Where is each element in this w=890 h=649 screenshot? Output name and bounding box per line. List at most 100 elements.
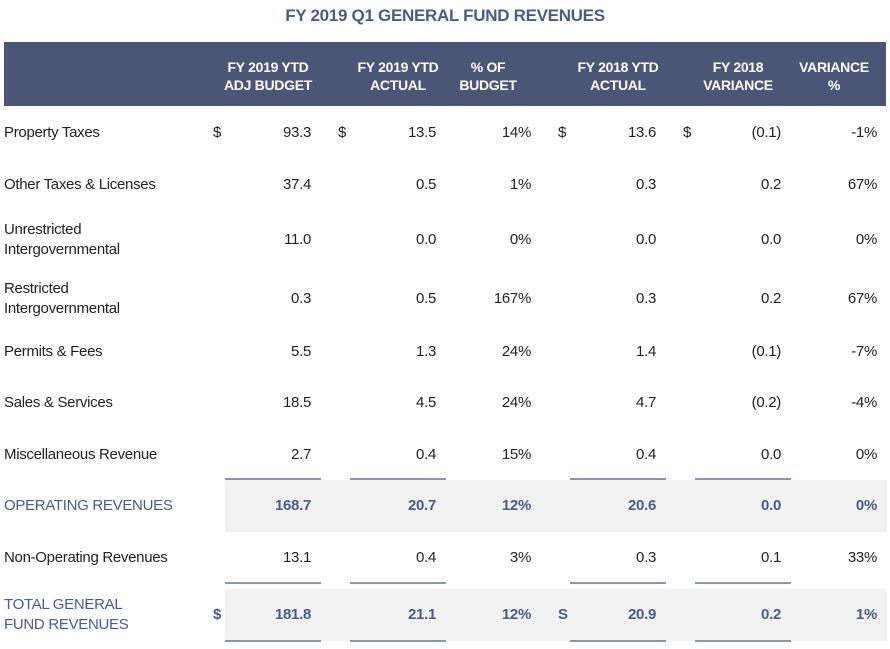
column-header: ACTUAL [590,77,646,93]
cell-value: (0.2) [751,394,782,411]
cell-value: 24% [501,343,531,360]
subtotal-rule [225,582,321,584]
row-label: Sales & Services [4,394,113,411]
cell-value: 0.4 [416,446,436,463]
column-header: FY 2018 YTD [577,59,659,75]
cell-value: 12% [501,497,531,514]
cell-value: 21.1 [408,606,436,623]
row-label: Unrestricted [4,221,82,238]
cell-value: (0.1) [751,124,782,141]
cell-value: (0.1) [751,343,782,360]
row-label: Intergovernmental [4,300,120,317]
subtotal-rule [695,640,791,642]
column-header: FY 2019 YTD [227,59,309,75]
cell-value: 167% [493,290,531,307]
column-header: VARIANCE [799,59,869,75]
cell-value: 0.4 [416,549,436,566]
cell-value: 0% [509,231,531,248]
cell-value: 0.2 [761,606,781,623]
column-header: ADJ BUDGET [223,77,312,93]
currency-sign: $ [213,606,222,623]
cell-value: 0.5 [416,176,436,193]
cell-value: 0% [855,497,877,514]
cell-value: 13.5 [408,124,436,141]
cell-value: -1% [851,124,877,141]
title: FY 2019 Q1 GENERAL FUND REVENUES [285,6,605,25]
cell-value: 20.7 [408,497,436,514]
cell-value: 0.0 [761,446,781,463]
cell-value: 3% [509,549,531,566]
cell-value: 0.2 [761,290,781,307]
cell-value: 2.7 [291,446,311,463]
cell-value: 12% [501,606,531,623]
cell-value: 13.6 [628,124,656,141]
currency-sign: $ [558,124,567,141]
row-label: FUND REVENUES [4,616,129,633]
cell-value: 181.8 [274,606,311,623]
cell-value: 20.9 [628,606,656,623]
cell-value: 20.6 [628,497,656,514]
row-label: TOTAL GENERAL [4,596,123,613]
cell-value: 0.4 [636,446,656,463]
cell-value: 0.3 [636,549,656,566]
cell-value: 37.4 [283,176,311,193]
cell-value: 1% [855,606,877,623]
cell-value: 4.5 [416,394,436,411]
cell-value: 0.2 [761,176,781,193]
cell-value: 1.4 [636,343,656,360]
column-header: ACTUAL [370,77,426,93]
cell-value: 4.7 [636,394,656,411]
row-label: Intergovernmental [4,241,120,258]
cell-value: 67% [847,290,877,307]
subtotal-rule [225,640,321,642]
cell-value: 0.0 [416,231,436,248]
subtotal-rule [225,478,321,480]
cell-value: 1% [509,176,531,193]
column-header: VARIANCE [703,77,773,93]
cell-value: 5.5 [291,343,311,360]
cell-value: 67% [847,176,877,193]
cell-value: 0.3 [636,290,656,307]
column-header: % OF [470,59,506,75]
currency-sign: $ [683,124,692,141]
row-label: OPERATING REVENUES [4,497,173,514]
cell-value: 0.0 [761,497,781,514]
row-label: Restricted [4,280,69,297]
cell-value: 0.5 [416,290,436,307]
subtotal-rule [350,640,446,642]
subtotal-rule [570,640,666,642]
cell-value: 0.0 [636,231,656,248]
row-label: Property Taxes [4,124,100,141]
column-header: % [827,77,841,93]
column-header: BUDGET [459,77,517,93]
currency-sign: $ [338,124,347,141]
cell-value: 168.7 [274,497,311,514]
cell-value: 0.0 [761,231,781,248]
total-shade [225,480,887,532]
column-header: FY 2018 [712,59,764,75]
cell-value: 33% [847,549,877,566]
subtotal-rule [570,582,666,584]
cell-value: 18.5 [283,394,311,411]
currency-sign: $ [213,124,222,141]
cell-value: -4% [851,394,877,411]
column-header: FY 2019 YTD [357,59,439,75]
subtotal-rule [350,478,446,480]
subtotal-rule [570,478,666,480]
subtotal-rule [695,582,791,584]
cell-value: 1.3 [416,343,436,360]
cell-value: 11.0 [284,231,311,248]
cell-value: 0.3 [291,290,311,307]
cell-value: 0.3 [636,176,656,193]
cell-value: 0.1 [761,549,781,566]
row-label: Miscellaneous Revenue [4,446,157,463]
cell-value: 0% [855,231,877,248]
cell-value: 0% [855,446,877,463]
row-label: Other Taxes & Licenses [4,176,156,193]
cell-value: 15% [501,446,531,463]
row-label: Permits & Fees [4,343,103,360]
cell-value: -7% [851,343,877,360]
cell-value: 24% [501,394,531,411]
header-band [4,42,886,106]
